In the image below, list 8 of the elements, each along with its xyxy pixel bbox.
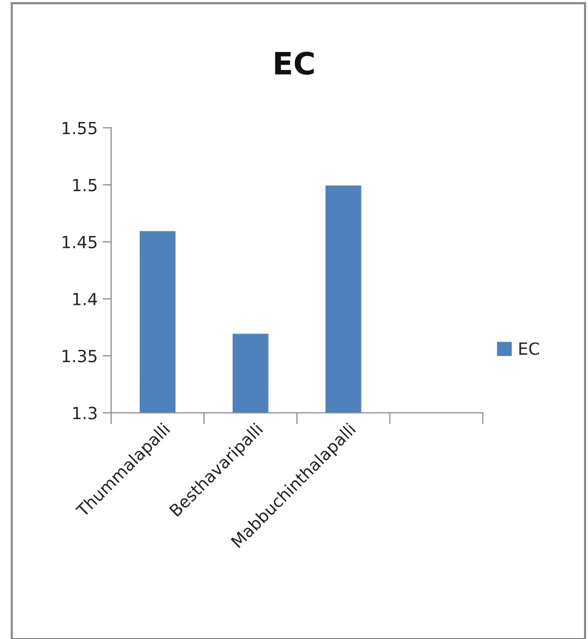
- y-tick-label: 1.55: [62, 122, 96, 134]
- chart-title: EC: [275, 52, 314, 75]
- y-tick-label: 1.4: [73, 292, 98, 306]
- y-tick-label: 1.5: [73, 178, 96, 192]
- y-tick-label: 1.35: [62, 350, 96, 362]
- legend-label: EC: [519, 342, 540, 355]
- y-tick-label: 1.3: [73, 406, 97, 420]
- y-tick-label: 1.45: [62, 236, 96, 248]
